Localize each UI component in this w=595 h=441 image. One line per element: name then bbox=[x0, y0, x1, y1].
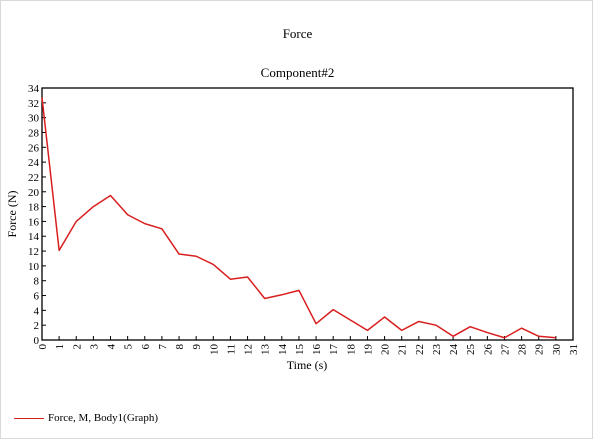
legend-swatch bbox=[14, 417, 44, 419]
y-tick-label: 18 bbox=[28, 202, 40, 214]
x-tick-label: 18 bbox=[345, 344, 357, 356]
x-tick-label: 28 bbox=[517, 344, 529, 356]
x-tick-label: 10 bbox=[208, 344, 220, 356]
x-tick-label: 16 bbox=[311, 344, 323, 356]
y-tick-label: 0 bbox=[34, 335, 40, 347]
x-tick-label: 3 bbox=[88, 344, 100, 350]
x-tick-label: 22 bbox=[414, 344, 426, 355]
y-tick-label: 4 bbox=[34, 305, 40, 317]
x-axis-label: Time (s) bbox=[287, 358, 328, 372]
x-tick-label: 21 bbox=[397, 344, 409, 355]
x-tick-label: 2 bbox=[71, 344, 83, 350]
y-tick-label: 14 bbox=[28, 231, 40, 243]
y-tick-label: 2 bbox=[34, 320, 40, 332]
y-tick-label: 8 bbox=[34, 276, 40, 288]
x-tick-label: 1 bbox=[54, 344, 66, 350]
x-tick-label: 30 bbox=[551, 344, 563, 356]
chart-subtitle: Component#2 bbox=[260, 65, 335, 80]
x-tick-label: 20 bbox=[380, 344, 392, 356]
x-tick-label: 15 bbox=[294, 344, 306, 356]
y-tick-label: 6 bbox=[34, 291, 40, 303]
x-tick-label: 11 bbox=[225, 344, 237, 355]
x-tick-label: 25 bbox=[465, 344, 477, 356]
y-tick-label: 16 bbox=[28, 216, 40, 228]
series-layer bbox=[41, 97, 556, 339]
y-tick-label: 30 bbox=[28, 113, 40, 125]
y-tick-label: 28 bbox=[28, 127, 40, 139]
y-tick-label: 22 bbox=[28, 172, 39, 184]
plot-area-border bbox=[41, 87, 574, 341]
legend-label: Force, M, Body1(Graph) bbox=[48, 412, 158, 424]
x-tick-label: 27 bbox=[499, 344, 511, 356]
chart-title: Force bbox=[282, 26, 313, 41]
x-axis: 0 1 2 3 4 5 6 7 8 9 10 11 12 13 14 15 16 17 18 19 20 21 22 23 24… bbox=[37, 336, 580, 355]
x-tick-label: 17 bbox=[328, 344, 340, 356]
legend: Force, M, Body1(Graph) bbox=[14, 412, 158, 424]
y-tick-label: 26 bbox=[28, 142, 40, 154]
x-tick-label: 24 bbox=[448, 344, 460, 356]
series-line bbox=[41, 97, 556, 339]
x-tick-label: 0 bbox=[37, 344, 49, 350]
y-tick-label: 32 bbox=[28, 98, 39, 110]
x-tick-label: 13 bbox=[260, 344, 272, 356]
x-tick-label: 29 bbox=[534, 344, 546, 356]
y-tick-label: 24 bbox=[28, 157, 40, 169]
x-tick-label: 5 bbox=[123, 344, 135, 350]
x-tick-label: 4 bbox=[106, 344, 118, 350]
x-tick-label: 31 bbox=[568, 344, 580, 355]
y-tick-label: 10 bbox=[28, 261, 40, 273]
x-tick-label: 8 bbox=[174, 344, 186, 350]
x-tick-label: 12 bbox=[243, 344, 255, 355]
y-tick-label: 34 bbox=[28, 83, 40, 95]
x-tick-label: 7 bbox=[157, 344, 169, 350]
y-tick-label: 12 bbox=[28, 246, 39, 258]
x-tick-label: 9 bbox=[191, 344, 203, 350]
y-axis-label: Force (N) bbox=[5, 191, 19, 238]
x-tick-label: 26 bbox=[482, 344, 494, 356]
x-tick-label: 19 bbox=[362, 344, 374, 356]
x-tick-label: 6 bbox=[140, 344, 152, 350]
x-tick-label: 23 bbox=[431, 344, 443, 356]
y-tick-label: 20 bbox=[28, 187, 40, 199]
x-tick-label: 14 bbox=[277, 344, 289, 356]
